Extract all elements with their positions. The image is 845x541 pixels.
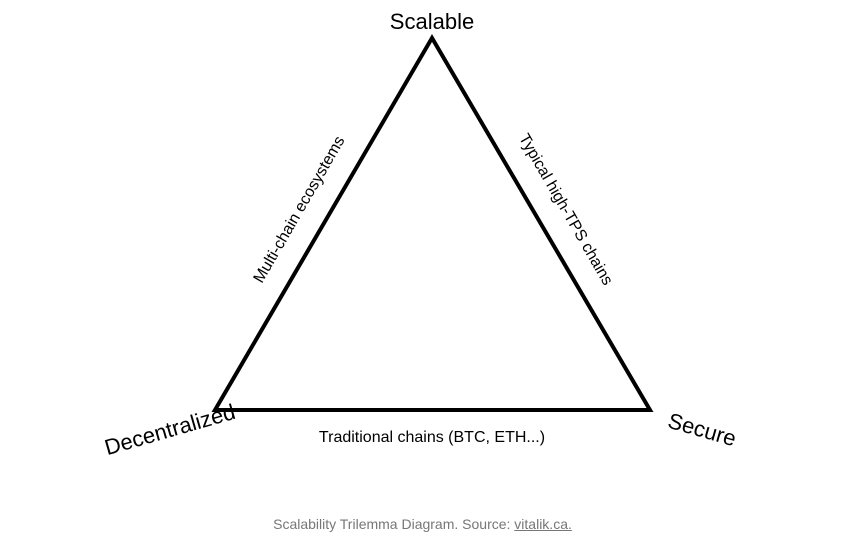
trilemma-diagram: Scalable Decentralized Secure Multi-chai… [0, 0, 845, 541]
caption-prefix: Scalability Trilemma Diagram. Source: [273, 516, 514, 532]
caption-source-link[interactable]: vitalik.ca. [514, 516, 572, 532]
triangle-shape [0, 0, 845, 541]
caption: Scalability Trilemma Diagram. Source: vi… [0, 516, 845, 532]
edge-label-bottom: Traditional chains (BTC, ETH...) [319, 429, 545, 447]
vertex-label-top: Scalable [390, 9, 474, 35]
